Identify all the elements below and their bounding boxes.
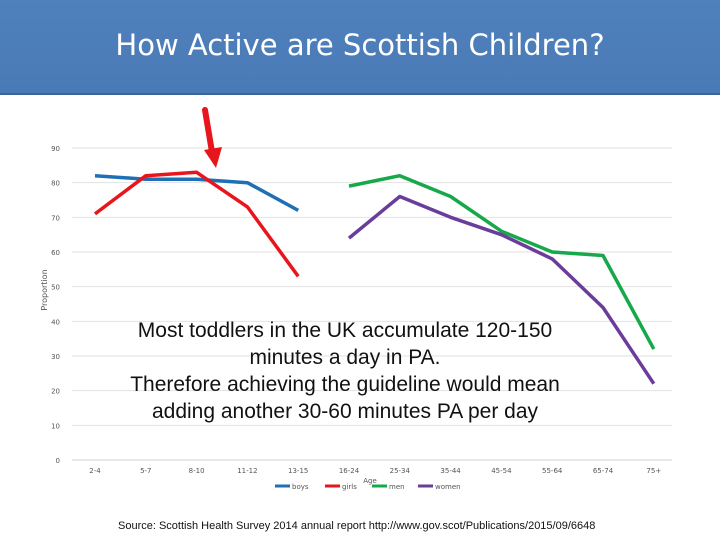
x-tick-25-34: 25-34 [390,467,411,475]
toddler-note: Most toddlers in the UK accumulate 120-1… [90,317,600,425]
y-tick-80: 80 [51,180,60,188]
x-tick-45-54: 45-54 [491,467,512,475]
legend-label-boys: boys [292,483,309,491]
y-axis-title: Proportion [40,269,49,310]
y-tick-0: 0 [56,457,60,465]
note-line-4: adding another 30-60 minutes PA per day [151,400,539,423]
y-tick-30: 30 [51,353,60,361]
x-tick-11-12: 11-12 [237,467,257,475]
x-tick-2-4: 2-4 [89,467,101,475]
source-citation: Source: Scottish Health Survey 2014 annu… [118,520,596,532]
y-tick-90: 90 [51,145,60,153]
x-tick-75+: 75+ [646,467,661,475]
x-tick-5-7: 5-7 [140,467,151,475]
note-line-3: Therefore achieving the guideline would … [130,373,560,396]
slide-title: How Active are Scottish Children? [115,28,605,62]
series-line-girls [93,170,300,278]
y-tick-70: 70 [51,214,60,222]
title-bar: How Active are Scottish Children? [0,0,720,95]
note-line-2: minutes a day in PA. [249,346,441,369]
x-tick-13-15: 13-15 [288,467,308,475]
x-tick-16-24: 16-24 [339,467,360,475]
legend-label-men: men [389,483,405,491]
y-tick-60: 60 [51,249,60,257]
note-line-1: Most toddlers in the UK accumulate 120-1… [137,319,553,342]
y-tick-40: 40 [51,318,60,326]
annotation-arrow-shaft [202,107,215,155]
annotation-arrow-head [204,147,222,168]
x-tick-35-44: 35-44 [440,467,461,475]
y-tick-50: 50 [51,284,60,292]
x-tick-55-64: 55-64 [542,467,563,475]
x-axis-title: Age [363,477,377,485]
y-tick-10: 10 [51,422,60,430]
legend-label-women: women [435,483,461,491]
x-tick-65-74: 65-74 [593,467,614,475]
y-tick-20: 20 [51,388,60,396]
x-tick-8-10: 8-10 [189,467,205,475]
legend-label-girls: girls [342,483,357,491]
